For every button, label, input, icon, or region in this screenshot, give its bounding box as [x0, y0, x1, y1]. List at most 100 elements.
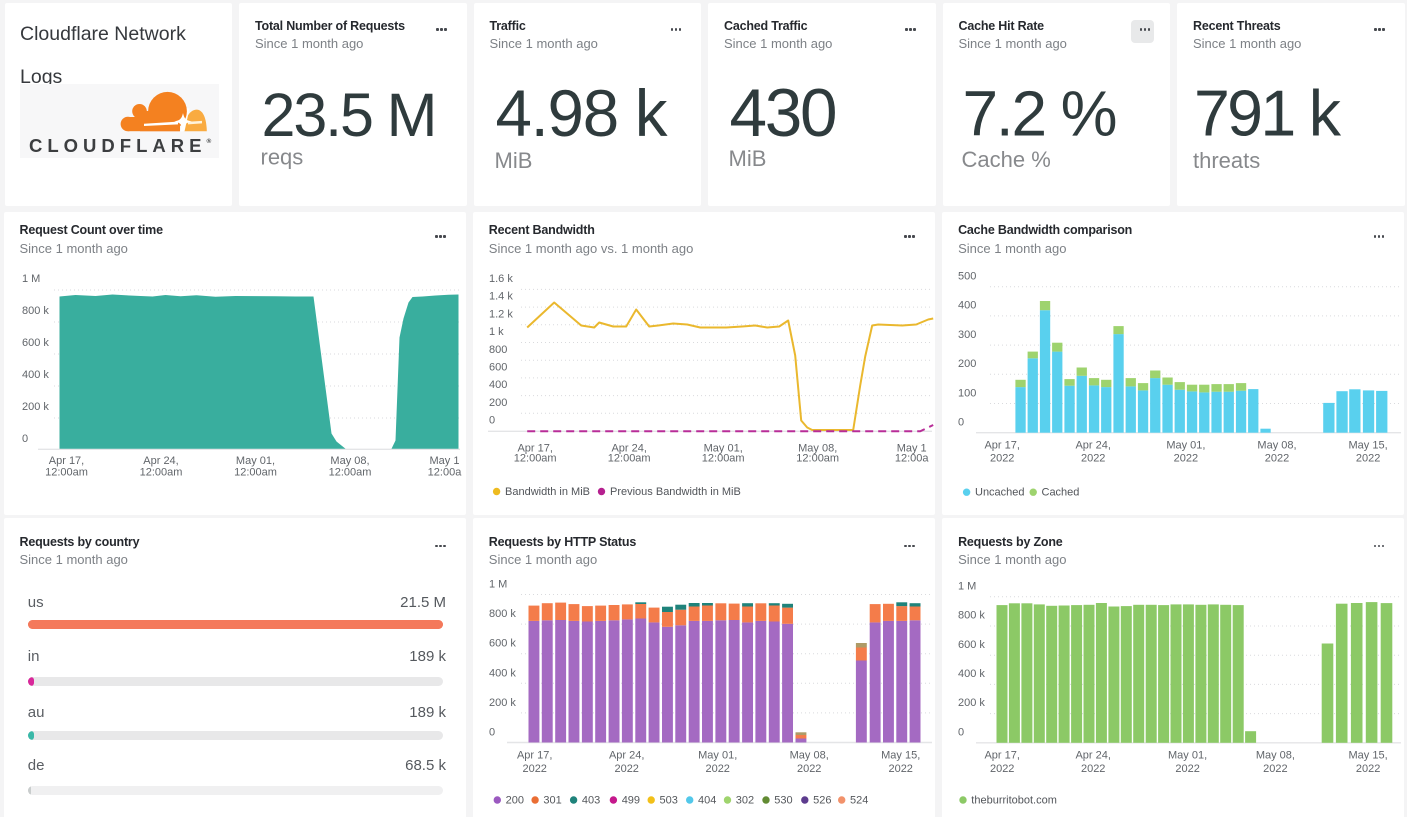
svg-text:Apr 17,: Apr 17,: [517, 442, 552, 454]
svg-text:524: 524: [850, 794, 868, 806]
svg-text:MiB: MiB: [494, 148, 532, 173]
svg-text:400: 400: [489, 379, 507, 391]
svg-text:2022: 2022: [1265, 452, 1289, 464]
svg-text:Cached: Cached: [1042, 486, 1080, 498]
svg-text:May 1: May 1: [897, 442, 927, 454]
svg-text:12:00am: 12:00am: [514, 452, 557, 464]
svg-text:May 01,: May 01,: [703, 442, 742, 454]
svg-text:12:00am: 12:00am: [234, 466, 277, 478]
svg-text:2022: 2022: [522, 763, 546, 775]
svg-text:1.2 k: 1.2 k: [489, 308, 513, 320]
svg-text:0: 0: [489, 414, 495, 426]
svg-text:100: 100: [958, 387, 976, 399]
svg-text:May 08,: May 08,: [1256, 749, 1295, 761]
svg-text:301: 301: [543, 794, 561, 806]
svg-text:May 08,: May 08,: [798, 442, 837, 454]
svg-text:Cache %: Cache %: [961, 147, 1050, 172]
svg-text:0: 0: [958, 416, 964, 428]
svg-text:Apr 24,: Apr 24,: [1076, 439, 1111, 451]
svg-text:1 k: 1 k: [489, 326, 504, 338]
svg-text:May 1: May 1: [429, 455, 459, 467]
svg-text:12:00am: 12:00am: [45, 466, 88, 478]
svg-text:2022: 2022: [1081, 452, 1105, 464]
svg-text:Apr 24,: Apr 24,: [611, 442, 646, 454]
svg-text:302: 302: [736, 794, 754, 806]
svg-text:0: 0: [958, 726, 964, 738]
svg-text:800 k: 800 k: [22, 305, 49, 317]
svg-text:12:00a: 12:00a: [895, 452, 930, 464]
svg-text:200 k: 200 k: [489, 696, 516, 708]
svg-text:May 01,: May 01,: [1166, 439, 1205, 451]
svg-text:0: 0: [489, 726, 495, 738]
svg-text:2022: 2022: [1356, 452, 1380, 464]
svg-text:MiB: MiB: [729, 146, 767, 171]
svg-text:200: 200: [505, 794, 523, 806]
svg-text:reqs: reqs: [261, 145, 304, 170]
svg-text:800 k: 800 k: [489, 608, 516, 620]
svg-text:530: 530: [774, 794, 792, 806]
svg-text:Uncached: Uncached: [975, 486, 1025, 498]
svg-text:Apr 17,: Apr 17,: [985, 749, 1020, 761]
svg-text:200 k: 200 k: [958, 697, 985, 709]
svg-text:404: 404: [698, 794, 716, 806]
svg-text:200: 200: [489, 396, 507, 408]
svg-text:Apr 24,: Apr 24,: [609, 749, 644, 761]
svg-text:400 k: 400 k: [958, 668, 985, 680]
svg-text:May 01,: May 01,: [698, 749, 737, 761]
svg-text:600 k: 600 k: [22, 337, 49, 349]
svg-text:12:00am: 12:00am: [796, 452, 839, 464]
svg-text:600 k: 600 k: [958, 638, 985, 650]
svg-text:200 k: 200 k: [22, 401, 49, 413]
svg-text:threats: threats: [1193, 148, 1260, 173]
svg-text:Bandwidth in MiB: Bandwidth in MiB: [505, 486, 590, 498]
svg-text:theburritobot.com: theburritobot.com: [971, 794, 1057, 806]
svg-text:Previous Bandwidth in MiB: Previous Bandwidth in MiB: [610, 486, 741, 498]
svg-text:12:00am: 12:00am: [608, 452, 651, 464]
svg-text:503: 503: [659, 794, 677, 806]
svg-text:800: 800: [489, 343, 507, 355]
svg-text:2022: 2022: [888, 763, 912, 775]
svg-text:4.98 k: 4.98 k: [495, 77, 667, 150]
svg-text:12:00am: 12:00am: [702, 452, 745, 464]
svg-text:2022: 2022: [1356, 763, 1380, 775]
svg-text:600: 600: [489, 361, 507, 373]
svg-text:Apr 24,: Apr 24,: [143, 455, 178, 467]
svg-text:2022: 2022: [1174, 452, 1198, 464]
svg-text:May 08,: May 08,: [1258, 439, 1297, 451]
svg-text:12:00a: 12:00a: [427, 466, 462, 478]
svg-text:2022: 2022: [1175, 763, 1199, 775]
svg-text:Apr 17,: Apr 17,: [48, 455, 83, 467]
svg-text:May 15,: May 15,: [881, 749, 920, 761]
svg-text:Apr 17,: Apr 17,: [985, 439, 1020, 451]
svg-text:2022: 2022: [614, 763, 638, 775]
svg-text:May 15,: May 15,: [1349, 749, 1388, 761]
svg-text:2022: 2022: [990, 452, 1014, 464]
svg-text:400: 400: [958, 299, 976, 311]
svg-text:200: 200: [958, 358, 976, 370]
svg-text:403: 403: [582, 794, 600, 806]
svg-text:Apr 17,: Apr 17,: [517, 749, 552, 761]
svg-text:1 M: 1 M: [22, 273, 40, 285]
svg-text:2022: 2022: [990, 763, 1014, 775]
svg-text:12:00am: 12:00am: [139, 466, 182, 478]
svg-text:May 01,: May 01,: [1168, 749, 1207, 761]
svg-text:0: 0: [22, 433, 28, 445]
svg-text:430: 430: [730, 76, 838, 151]
svg-text:1.6 k: 1.6 k: [489, 273, 513, 285]
svg-text:2022: 2022: [797, 763, 821, 775]
svg-text:1 M: 1 M: [489, 578, 507, 590]
svg-text:526: 526: [813, 794, 831, 806]
svg-text:1.4 k: 1.4 k: [489, 290, 513, 302]
svg-text:2022: 2022: [1081, 763, 1105, 775]
svg-text:7.2 %: 7.2 %: [962, 78, 1117, 150]
svg-text:791 k: 791 k: [1194, 78, 1342, 150]
svg-text:500: 500: [958, 270, 976, 282]
svg-text:600 k: 600 k: [489, 637, 516, 649]
svg-text:May 15,: May 15,: [1349, 439, 1388, 451]
svg-text:May 08,: May 08,: [789, 749, 828, 761]
svg-text:300: 300: [958, 328, 976, 340]
svg-text:2022: 2022: [705, 763, 729, 775]
svg-text:400 k: 400 k: [489, 667, 516, 679]
svg-text:400 k: 400 k: [22, 369, 49, 381]
svg-text:May 01,: May 01,: [235, 455, 274, 467]
